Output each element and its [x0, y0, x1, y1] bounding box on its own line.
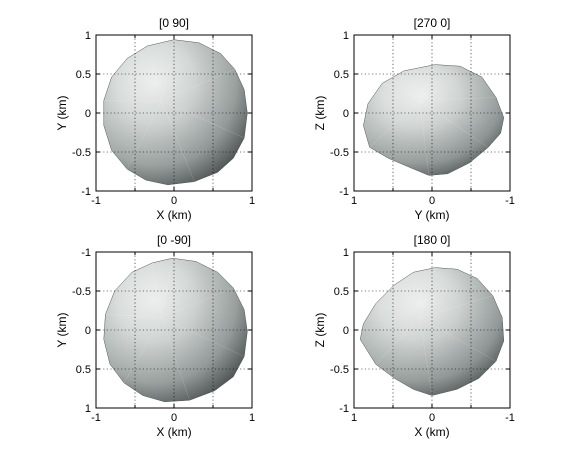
x-axis-label: X (km) [156, 425, 191, 439]
x-tick-label: 1 [351, 195, 357, 207]
y-tick-label: -1 [339, 403, 349, 415]
y-tick-label: -1 [81, 247, 91, 259]
y-tick-label: -0.5 [330, 147, 349, 159]
panel-title: [0 90] [159, 16, 189, 30]
x-tick-label: 0 [429, 195, 435, 207]
y-tick-label: -0.5 [72, 286, 91, 298]
panel-4: 1 0 -110.50-0.5-1[180 0]X (km)Z (km) [313, 233, 515, 439]
y-tick-label: 0.5 [334, 69, 349, 81]
y-tick-label: 0 [343, 108, 349, 120]
y-tick-label: 0 [343, 325, 349, 337]
x-axis-label: X (km) [414, 425, 449, 439]
y-tick-label: 0 [85, 325, 91, 337]
panel-title: [270 0] [414, 16, 451, 30]
x-axis-label: X (km) [156, 208, 191, 222]
y-tick-label: 0.5 [76, 364, 91, 376]
x-axis-label: Y (km) [414, 208, 449, 222]
panel-3: -1 0 1-1-0.500.51[0 -90]X (km)Y (km) [55, 233, 255, 439]
y-tick-label: -1 [81, 186, 91, 198]
panel-title: [180 0] [414, 233, 451, 247]
y-tick-label: 1 [343, 247, 349, 259]
x-tick-label: -1 [91, 412, 101, 424]
x-tick-label: 0 [171, 195, 177, 207]
y-tick-label: -0.5 [72, 147, 91, 159]
x-tick-label: 1 [351, 412, 357, 424]
y-axis-label: Y (km) [55, 312, 69, 347]
panel-1: -1 0 1 1 0.5 0 -0.5 -1 [0 90] X (km) Y (km) [55, 16, 255, 222]
y-tick-label: 1 [85, 403, 91, 415]
y-tick-label: -1 [339, 186, 349, 198]
panel-2: 1 0 -110.50-0.5-1[270 0]Y (km)Z (km) [313, 16, 515, 222]
x-tick-label: -1 [91, 195, 101, 207]
y-tick-label: 0 [85, 108, 91, 120]
panel-title: [0 -90] [157, 233, 191, 247]
x-tick-label: -1 [505, 195, 515, 207]
asteroid-silhouette [363, 64, 505, 176]
asteroid-silhouette [103, 39, 248, 186]
y-axis-label: Z (km) [313, 313, 327, 348]
y-tick-label: 1 [343, 30, 349, 42]
x-tick-label: 1 [249, 412, 255, 424]
y-axis-label: Y (km) [55, 95, 69, 130]
y-axis-label: Z (km) [313, 96, 327, 131]
x-tick-label: 0 [429, 412, 435, 424]
y-tick-label: 0.5 [334, 286, 349, 298]
y-tick-label: 0.5 [76, 69, 91, 81]
x-tick-label: 1 [249, 195, 255, 207]
y-tick-label: 1 [85, 30, 91, 42]
y-tick-label: -0.5 [330, 364, 349, 376]
x-tick-label: 0 [171, 412, 177, 424]
x-tick-label: -1 [505, 412, 515, 424]
